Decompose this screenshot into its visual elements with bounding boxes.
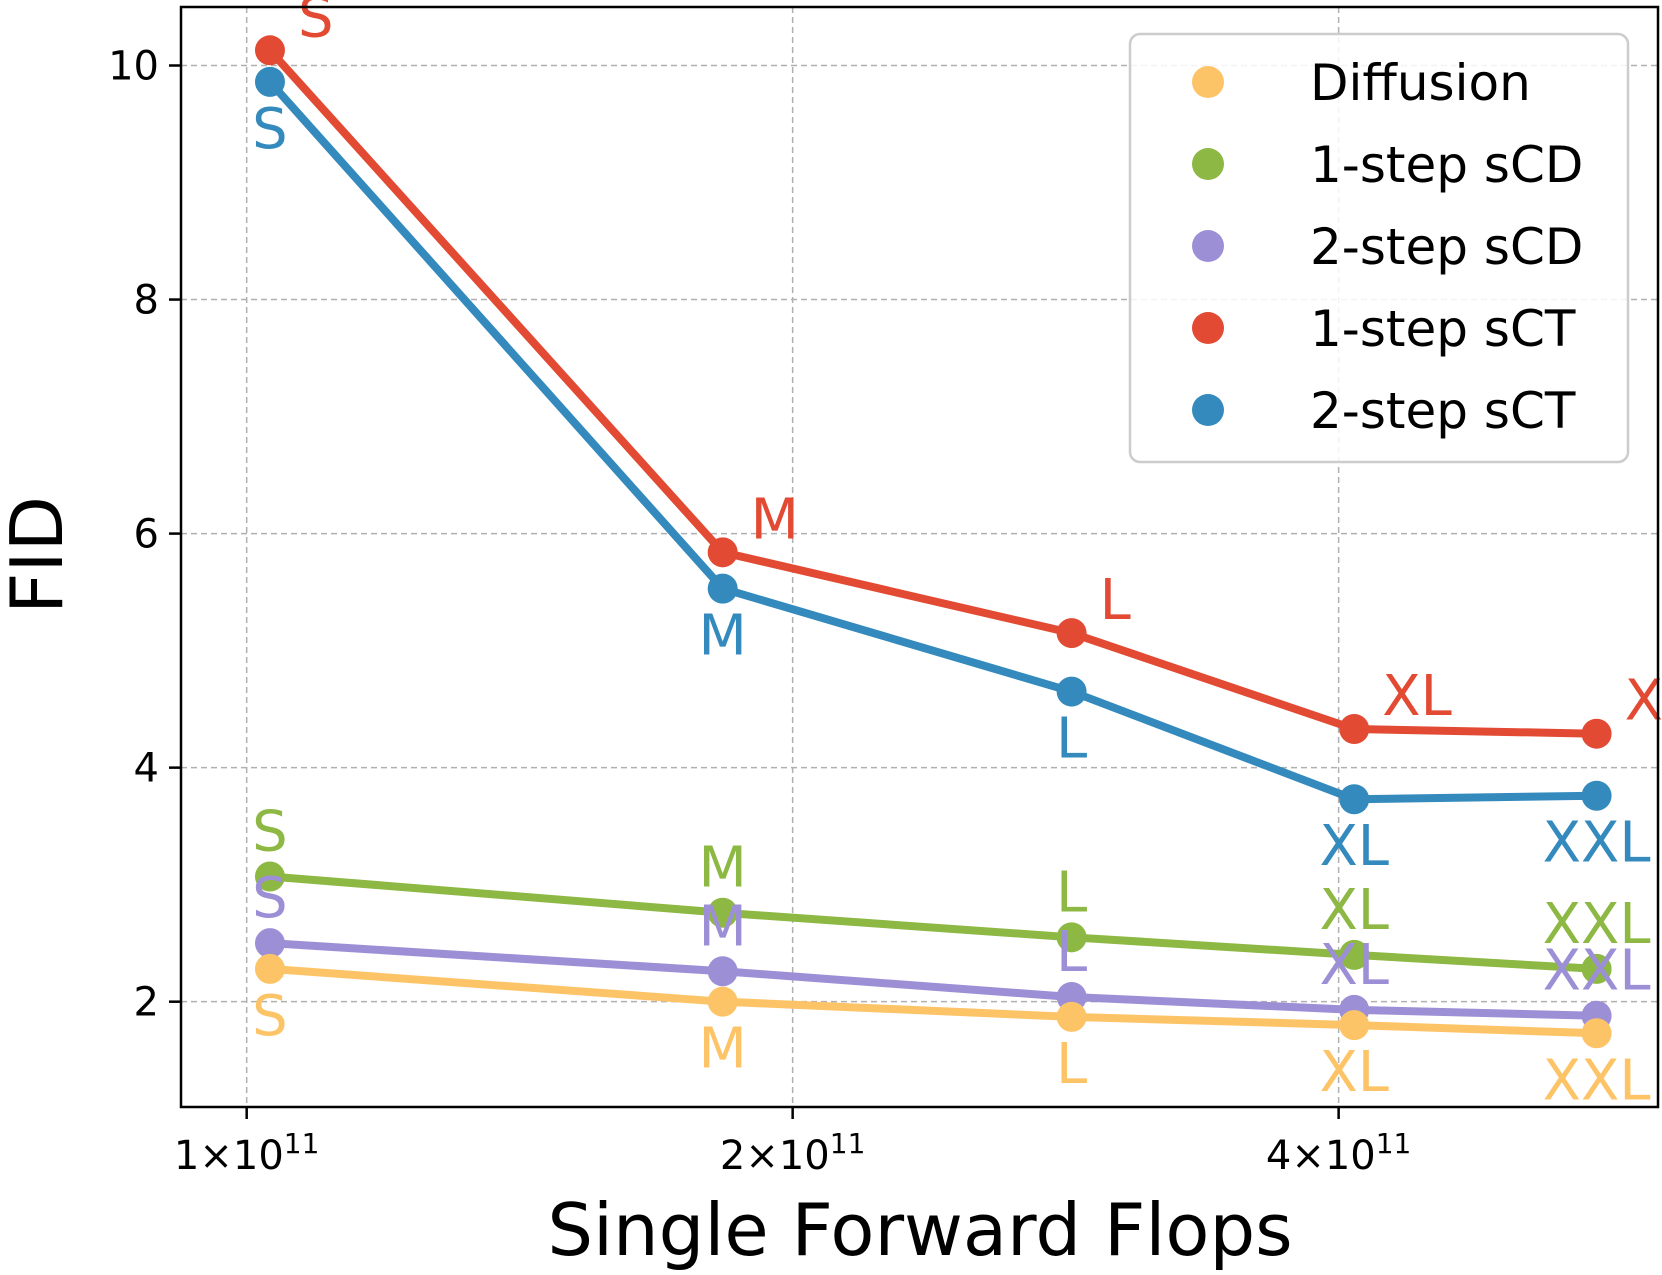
data-point — [1339, 1010, 1370, 1041]
x-axis-title: Single Forward Flops — [547, 1188, 1292, 1272]
x-tick-exponent: 11 — [1376, 1127, 1412, 1160]
data-point — [1056, 922, 1087, 953]
data-point — [1339, 939, 1370, 970]
y-tick-label: 10 — [108, 44, 159, 90]
y-tick-label: 8 — [134, 278, 159, 324]
data-point — [254, 35, 285, 66]
legend-label: 1-step sCD — [1310, 136, 1583, 194]
point-label: S — [252, 866, 288, 931]
y-axis-title: FID — [0, 496, 79, 614]
point-label: XL — [1319, 1040, 1389, 1105]
point-labels-layer: S M L XL XXL S M L XL XXL S M L XL XXL S M L XL XXL S M L XL XXL — [252, 0, 1662, 1113]
point-label: XL — [1319, 814, 1389, 879]
data-point — [1581, 953, 1612, 984]
point-label: XXL — [1625, 669, 1662, 734]
point-label: S — [252, 799, 288, 864]
data-point — [1581, 1018, 1612, 1049]
x-tick-base: 10 — [779, 1133, 830, 1179]
data-point — [707, 573, 738, 604]
legend-marker — [1192, 312, 1224, 344]
x-tick-mantissa: 2 — [720, 1133, 745, 1179]
series-diffusion — [254, 953, 1612, 1049]
legend-marker — [1192, 148, 1224, 180]
legend-box — [1128, 32, 1630, 464]
legend-label: 2-step sCT — [1310, 382, 1576, 440]
point-label: M — [751, 487, 799, 552]
y-axis-ticks: 2 4 6 8 10 — [108, 44, 181, 1026]
data-point — [1056, 1001, 1087, 1032]
x-tick-base: 10 — [1325, 1133, 1376, 1179]
x-tick-times: × — [1291, 1133, 1325, 1179]
data-point — [707, 537, 738, 568]
x-tick-label: 1×1011 — [174, 1127, 320, 1179]
point-label: XXL — [1543, 1048, 1651, 1113]
plot-area-frame — [179, 5, 1660, 1109]
data-point — [707, 956, 738, 987]
legend-label: Diffusion — [1310, 54, 1531, 112]
x-tick-mantissa: 4 — [1266, 1133, 1291, 1179]
series-2-step-sct — [254, 66, 1612, 815]
legend-marker — [1192, 66, 1224, 98]
series-1-step-scd — [254, 861, 1612, 984]
point-label: S — [252, 97, 288, 162]
data-point — [707, 986, 738, 1017]
point-label: M — [699, 836, 747, 901]
point-label: L — [1056, 707, 1087, 772]
y-tick-label: 2 — [134, 980, 159, 1026]
point-label: L — [1056, 1032, 1087, 1097]
point-label: S — [252, 984, 288, 1049]
point-label: M — [699, 604, 747, 669]
series-layer — [254, 35, 1612, 1049]
data-point — [254, 861, 285, 892]
point-label: L — [1056, 860, 1087, 925]
legend: Diffusion 1-step sCD 2-step sCD 1-step sCT 2… — [1128, 32, 1630, 464]
point-label: XXL — [1543, 811, 1651, 876]
x-tick-times: × — [745, 1133, 779, 1179]
data-point — [1339, 714, 1370, 745]
legend-marker — [1192, 394, 1224, 426]
legend-label: 1-step sCT — [1310, 300, 1576, 358]
data-point — [1056, 676, 1087, 707]
y-tick-label: 4 — [134, 746, 159, 792]
x-tick-exponent: 11 — [284, 1127, 320, 1160]
point-label: S — [298, 0, 334, 50]
point-label: XXL — [1543, 939, 1651, 1004]
x-tick-mantissa: 1 — [174, 1133, 199, 1179]
x-axis-ticks: 1×1011 2×1011 4×1011 — [174, 1107, 1411, 1179]
series-1-step-sct — [254, 35, 1612, 749]
x-tick-base: 10 — [233, 1133, 284, 1179]
data-point — [1339, 784, 1370, 815]
point-label: XXL — [1543, 892, 1651, 957]
data-point — [707, 897, 738, 928]
point-label: L — [1100, 568, 1131, 633]
data-point — [254, 953, 285, 984]
point-label: XL — [1319, 933, 1389, 998]
legend-label: 2-step sCD — [1310, 218, 1583, 276]
data-point — [254, 928, 285, 959]
point-label: XL — [1319, 878, 1389, 943]
x-tick-exponent: 11 — [830, 1127, 866, 1160]
data-point — [1581, 718, 1612, 749]
data-point — [254, 66, 285, 97]
data-point — [1056, 618, 1087, 649]
legend-marker — [1192, 230, 1224, 262]
point-label: M — [699, 1017, 747, 1082]
x-tick-times: × — [199, 1133, 233, 1179]
y-tick-label: 6 — [134, 512, 159, 558]
point-label: L — [1056, 920, 1087, 985]
x-tick-label: 2×1011 — [720, 1127, 866, 1179]
point-label: XL — [1382, 664, 1452, 729]
x-tick-label: 4×1011 — [1266, 1127, 1412, 1179]
data-point — [1581, 780, 1612, 811]
point-label: M — [699, 894, 747, 959]
